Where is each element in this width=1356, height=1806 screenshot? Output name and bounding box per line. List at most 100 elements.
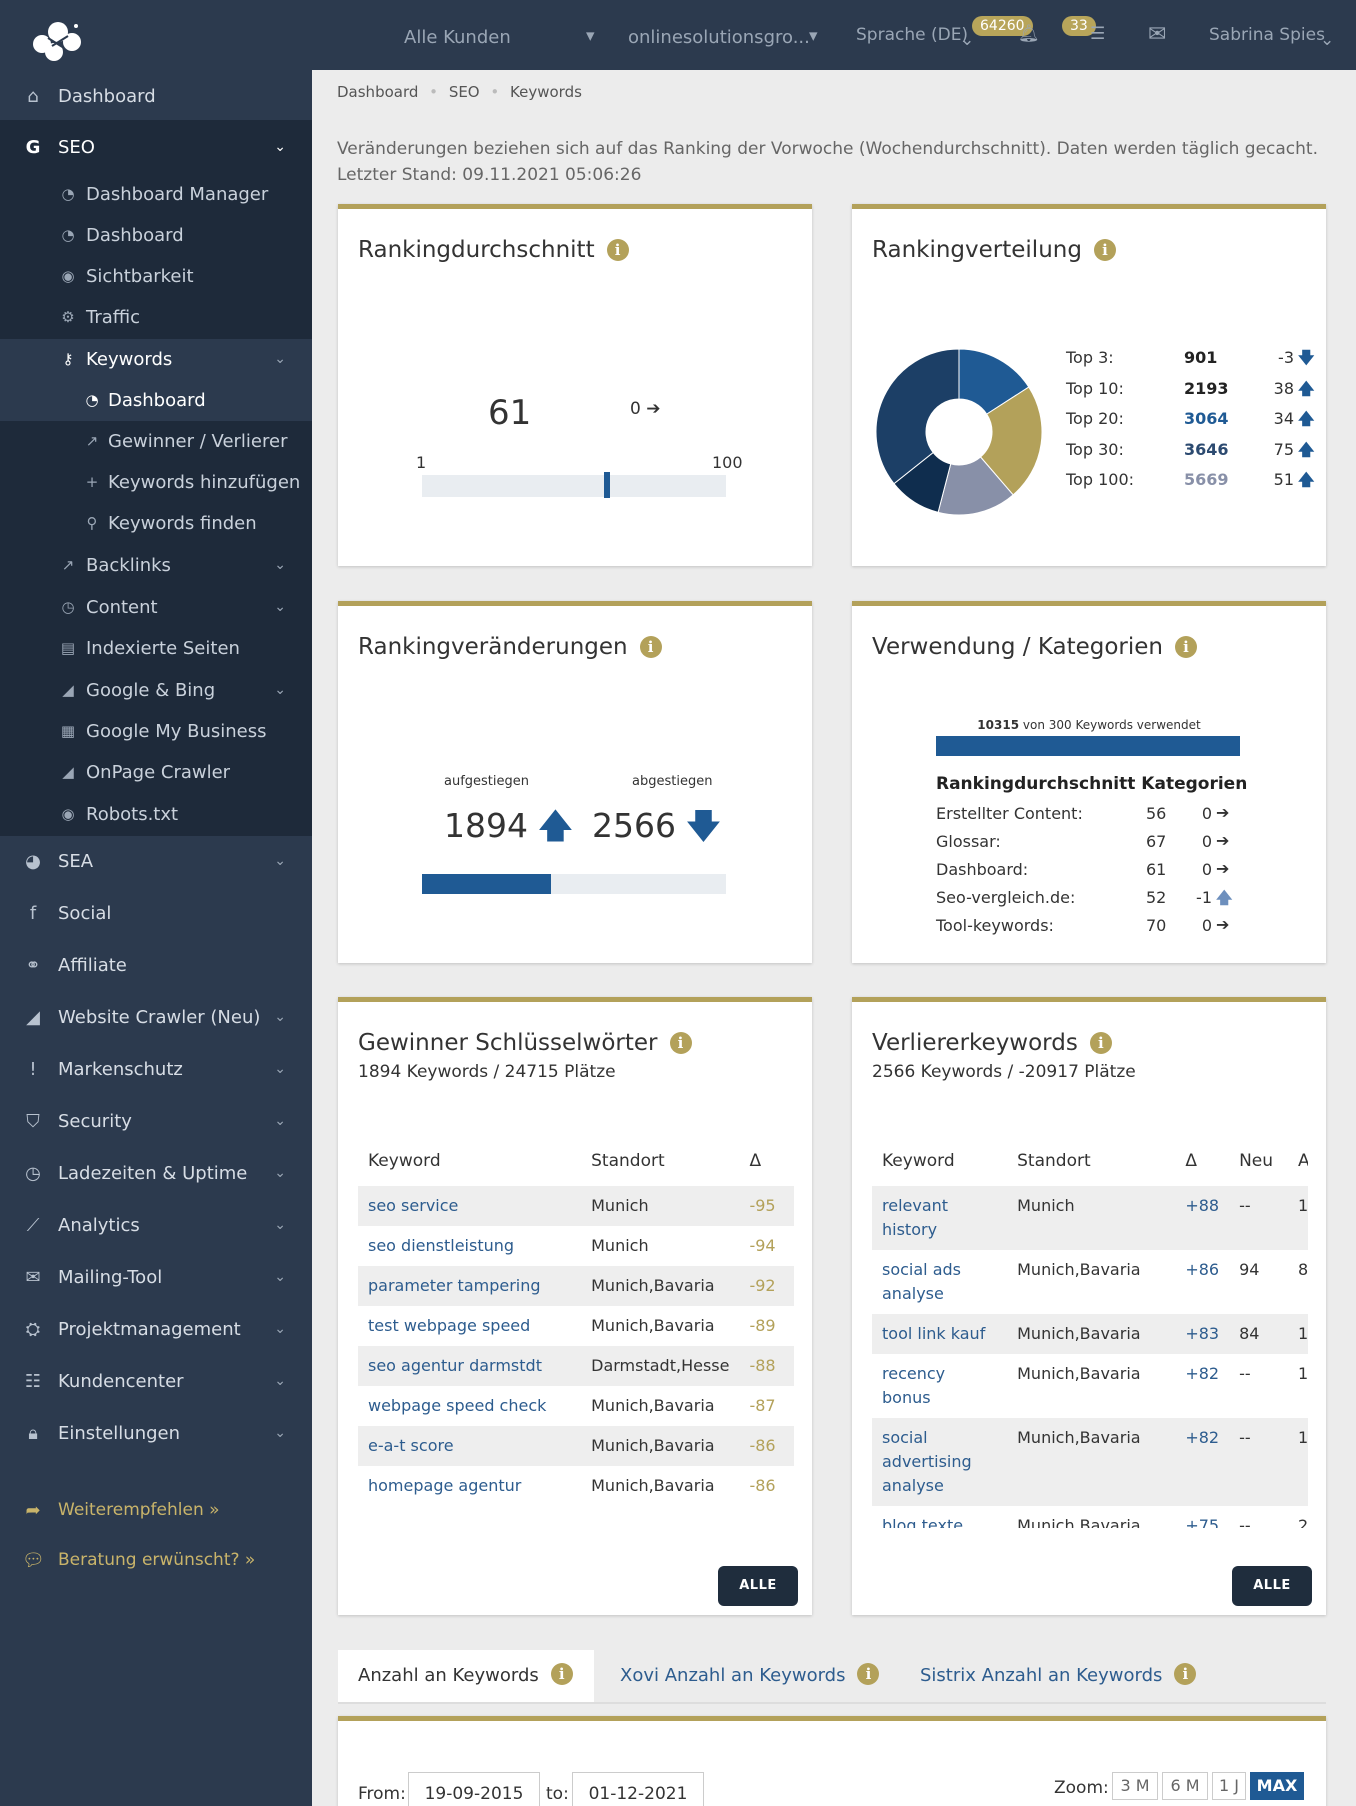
sidebar-item-einstellungen[interactable]: 🔒︎ Einstellungen ⌄ (0, 1410, 312, 1456)
domain-select[interactable]: onlinesolutionsgro... (628, 27, 810, 48)
sidebar-item-affiliate[interactable]: ⚭ Affiliate (0, 942, 312, 988)
keyword-link[interactable]: social advertising analyse (872, 1418, 1008, 1506)
sidebar-item-keywords[interactable]: ⚷ Keywords ⌄ (0, 339, 312, 379)
col-keyword[interactable]: Keyword (882, 1151, 955, 1171)
bell-icon[interactable]: 🔔︎ (1018, 24, 1040, 44)
neu-cell: -- (1229, 1418, 1288, 1506)
sidebar-item-dashboard-manager[interactable]: ◔ Dashboard Manager (0, 174, 312, 214)
keyword-link[interactable]: seo service (358, 1186, 582, 1226)
col-delta[interactable]: Δ (1185, 1151, 1197, 1171)
users-cog-icon: ⛭ (25, 1318, 41, 1340)
customer-select[interactable]: Alle Kunden (404, 27, 511, 48)
zoom-3m-button[interactable]: 3 M (1112, 1772, 1158, 1800)
sidebar-item-sea[interactable]: ◕ SEA ⌄ (0, 838, 312, 884)
sidebar-item-traffic[interactable]: ⚙ Traffic (0, 297, 312, 337)
sidebar-item-dashboard[interactable]: ⌂ Dashboard (0, 74, 312, 118)
keyword-link[interactable]: seo agentur darmstdt (358, 1346, 582, 1386)
envelope-icon[interactable]: ✉ (1148, 22, 1167, 47)
sidebar-item-projektmanagement[interactable]: ⛭ Projektmanagement ⌄ (0, 1306, 312, 1352)
sidebar-item-analytics[interactable]: ⟋ Analytics ⌄ (0, 1202, 312, 1248)
info-icon[interactable]: i (550, 1663, 573, 1685)
sidebar-item-seo-dashboard[interactable]: ◔ Dashboard (0, 215, 312, 255)
sidebar-item-robots-txt[interactable]: ◉ Robots.txt (0, 794, 312, 834)
keyword-link[interactable]: recency bonus (882, 1364, 946, 1407)
alle-button[interactable]: ALLE (1232, 1566, 1312, 1606)
keyword-link[interactable]: social ads analyse (882, 1260, 961, 1303)
chevron-down-icon: ⌄ (274, 557, 286, 573)
info-icon[interactable]: i (1174, 1663, 1197, 1685)
neu-cell: 94 (1239, 1260, 1260, 1279)
keyword-link[interactable]: homepage agentur (368, 1476, 522, 1495)
breadcrumb: Dashboard • SEO • Keywords (337, 83, 582, 101)
info-icon[interactable]: i (857, 1663, 880, 1685)
info-icon[interactable]: i (606, 239, 629, 261)
zoom-1j-button[interactable]: 1 J (1212, 1772, 1246, 1800)
col-keyword[interactable]: Keyword (368, 1151, 441, 1171)
tab-xovi-anzahl-keywords[interactable]: Xovi Anzahl an Keywords i (620, 1650, 880, 1702)
sidebar-item-google-my-business[interactable]: ▦ Google My Business (0, 711, 312, 751)
alle-button[interactable]: ALLE (718, 1566, 798, 1606)
language-select[interactable]: Sprache (DE) (856, 25, 969, 45)
sidebar-item-seo[interactable]: G SEO ⌄ (0, 124, 312, 170)
tab-sistrix-anzahl-keywords[interactable]: Sistrix Anzahl an Keywords i (920, 1650, 1197, 1702)
sidebar-item-backlinks[interactable]: ↗ Backlinks ⌄ (0, 545, 312, 585)
chevron-down-icon: ⌄ (274, 1217, 286, 1233)
neu-cell: -- (1239, 1364, 1251, 1383)
to-date-input[interactable]: 01-12-2021 (572, 1772, 704, 1806)
link-weiterempfehlen[interactable]: ➦ Weiterempfehlen » (0, 1488, 312, 1532)
standort-cell: Munich,Bavaria (591, 1316, 715, 1335)
sidebar-item-kundencenter[interactable]: ☷ Kundencenter ⌄ (0, 1358, 312, 1404)
sidebar-item-onpage-crawler[interactable]: ◢ OnPage Crawler (0, 752, 312, 792)
chevron-down-icon: ⌄ (274, 599, 286, 615)
sidebar-item-gewinner-verlierer[interactable]: ↗ Gewinner / Verlierer (0, 421, 312, 461)
keyword-link[interactable]: seo dienstleistung (368, 1236, 515, 1255)
table-row: tool link kauf Munich,Bavaria +83 84 1 (872, 1314, 1308, 1354)
keyword-link[interactable]: tool link kauf (872, 1314, 1008, 1354)
from-date-input[interactable]: 19-09-2015 (408, 1772, 540, 1806)
keyword-link[interactable]: parameter tampering (358, 1266, 582, 1306)
info-icon[interactable]: i (639, 636, 662, 658)
zoom-6m-button[interactable]: 6 M (1162, 1772, 1208, 1800)
link-beratung[interactable]: 💬︎ Beratung erwünscht? » (22, 1549, 256, 1571)
sidebar-item-content[interactable]: ◷ Content ⌄ (0, 587, 312, 627)
breadcrumb-dashboard[interactable]: Dashboard (337, 83, 419, 101)
info-icon[interactable]: i (1175, 636, 1198, 658)
info-icon[interactable]: i (1093, 239, 1116, 261)
sidebar-item-keywords-finden[interactable]: ⚲ Keywords finden (0, 503, 312, 543)
tabs-divider (338, 1702, 1326, 1704)
app-logo[interactable] (28, 18, 86, 64)
sidebar-item-mailing-tool[interactable]: ✉ Mailing-Tool ⌄ (0, 1254, 312, 1300)
sidebar-item-website-crawler[interactable]: ◢ Website Crawler (Neu) ⌄ (0, 994, 312, 1040)
info-icon[interactable]: i (1089, 1032, 1112, 1054)
sidebar-item-indexierte-seiten[interactable]: ▤ Indexierte Seiten (0, 628, 312, 668)
tasks-icon[interactable]: ☰ (1090, 24, 1106, 44)
delta-cell: -95 (739, 1186, 794, 1226)
sidebar-item-sichtbarkeit[interactable]: ◉ Sichtbarkeit (0, 256, 312, 296)
keyword-link[interactable]: relevant history (872, 1186, 1008, 1250)
keyword-link[interactable]: e-a-t score (358, 1426, 582, 1466)
distribution-delta: -3 (1278, 348, 1294, 367)
sidebar-item-google-bing[interactable]: ◢ Google & Bing ⌄ (0, 670, 312, 710)
sidebar-item-keywords-hinzufuegen[interactable]: + Keywords hinzufügen (0, 462, 312, 502)
col-standort[interactable]: Standort (1017, 1151, 1091, 1171)
col-alt[interactable]: Al (1297, 1151, 1308, 1171)
range-max: 100 (712, 453, 743, 472)
col-standort[interactable]: Standort (591, 1151, 665, 1171)
sidebar-item-markenschutz[interactable]: ! Markenschutz ⌄ (0, 1046, 312, 1092)
standort-cell: Munich (581, 1186, 740, 1226)
sidebar-item-ladezeiten[interactable]: ◷ Ladezeiten & Uptime ⌄ (0, 1150, 312, 1196)
keyword-link[interactable]: test webpage speed (368, 1316, 531, 1335)
col-neu[interactable]: Neu (1239, 1151, 1274, 1171)
sidebar-item-security[interactable]: ⛉ Security ⌄ (0, 1098, 312, 1144)
ranking-marker (604, 472, 611, 498)
keyword-link[interactable]: webpage speed check (368, 1396, 547, 1415)
sidebar-item-kw-dashboard[interactable]: ◔ Dashboard (0, 380, 312, 420)
breadcrumb-seo[interactable]: SEO (448, 83, 480, 101)
user-menu[interactable]: Sabrina Spies (1209, 25, 1325, 45)
zoom-max-button[interactable]: MAX (1250, 1772, 1304, 1800)
info-icon[interactable]: i (669, 1032, 692, 1054)
keyword-link[interactable]: blog texte (882, 1516, 964, 1528)
sidebar-item-social[interactable]: f Social (0, 890, 312, 936)
col-delta[interactable]: Δ (749, 1151, 762, 1171)
tab-anzahl-keywords[interactable]: Anzahl an Keywords i (338, 1650, 594, 1702)
